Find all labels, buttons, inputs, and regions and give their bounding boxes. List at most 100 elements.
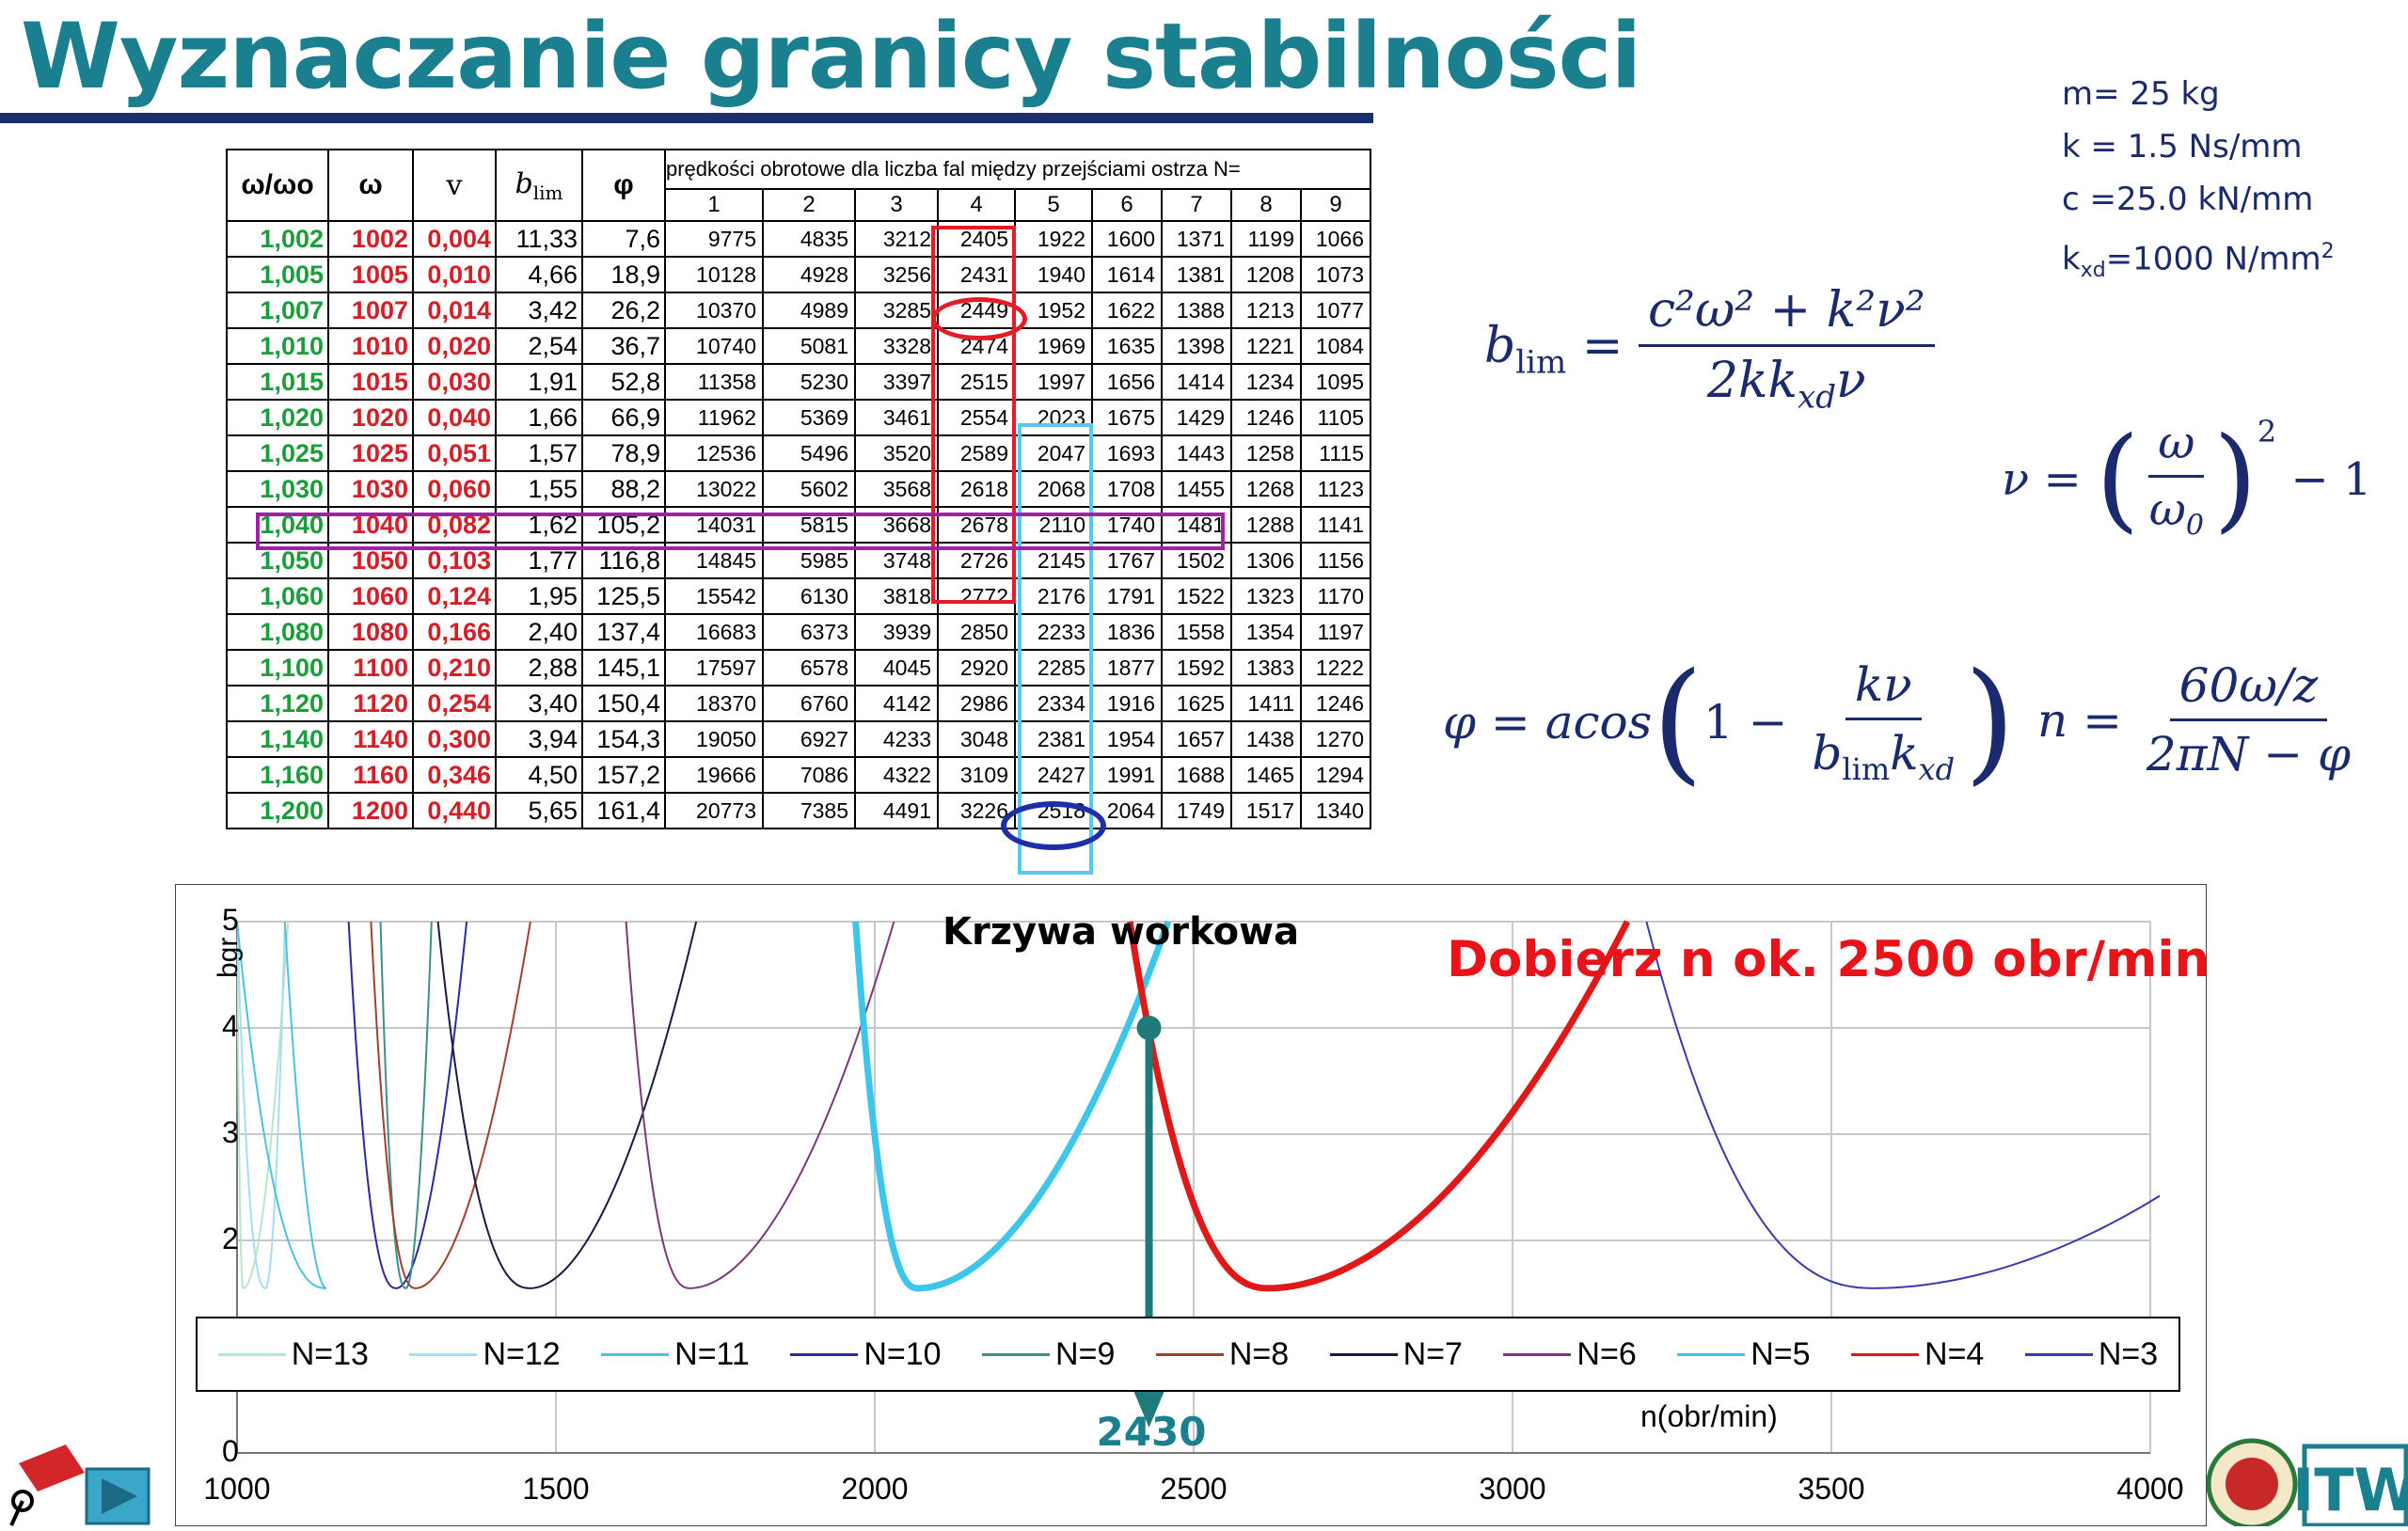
series-line-n9 xyxy=(379,921,433,1289)
speed-cell: 1877 xyxy=(1091,649,1163,687)
speed-cell: 15542 xyxy=(664,577,764,615)
speed-cell: 1354 xyxy=(1230,613,1302,651)
formula-phi: φ = acos ( 1 − kν blimkxd ) xyxy=(1443,645,2016,798)
table-row: 1,200 1200 0,440 5,65 161,4 20773 7385 4491 3226… xyxy=(226,792,1371,829)
header-blim: blim xyxy=(495,149,583,222)
speed-cell: 1141 xyxy=(1300,506,1371,544)
speed-cell: 2850 xyxy=(937,613,1016,651)
table-cell: 1,95 xyxy=(495,577,583,615)
table-cell: 7,6 xyxy=(581,220,666,258)
legend-label: N=13 xyxy=(291,1335,369,1372)
series-line-n11 xyxy=(237,921,327,1289)
speed-cell: 2554 xyxy=(937,399,1016,436)
series-line-n12 xyxy=(237,921,286,1289)
table-cell: 1140 xyxy=(327,720,414,758)
speed-cell: 1438 xyxy=(1230,720,1302,758)
speed-cell: 1258 xyxy=(1230,434,1302,472)
speed-cell: 1234 xyxy=(1230,363,1302,401)
table-cell: 1,91 xyxy=(495,363,583,401)
speed-cell: 7385 xyxy=(762,792,856,829)
table-cell: 1,005 xyxy=(226,256,329,293)
table-cell: 1080 xyxy=(327,613,414,651)
speed-cell: 2618 xyxy=(937,470,1016,508)
speed-cell: 6760 xyxy=(762,685,856,722)
table-cell: 0,020 xyxy=(412,327,497,365)
speed-cell: 1791 xyxy=(1091,577,1163,615)
param-stiffness: c =25.0 kN/mm xyxy=(2062,181,2314,218)
header-n-3: 3 xyxy=(854,188,939,222)
table-cell: 1,100 xyxy=(226,649,329,687)
table-cell: 154,3 xyxy=(581,720,666,758)
table-row: 1,010 1010 0,020 2,54 36,7 10740 5081 3328 2474 1… xyxy=(226,327,1371,365)
table-cell: 2,54 xyxy=(495,327,583,365)
speed-cell: 5496 xyxy=(762,434,856,472)
series-line-n8 xyxy=(370,921,531,1289)
table-cell: 0,082 xyxy=(412,506,497,544)
table-cell: 2,40 xyxy=(495,613,583,651)
table-cell: 157,2 xyxy=(581,756,666,794)
table-row: 1,050 1050 0,103 1,77 116,8 14845 5985 3748 2726… xyxy=(226,542,1371,579)
speed-cell: 1558 xyxy=(1161,613,1232,651)
speed-cell: 1095 xyxy=(1300,363,1371,401)
speed-cell: 2515 xyxy=(937,363,1016,401)
table-row: 1,005 1005 0,010 4,66 18,9 10128 4928 3256 2431 1… xyxy=(226,256,1371,293)
formula-n: n = 60ω/z 2πN − φ xyxy=(2037,658,2352,781)
x-axis-label: n(obr/min) xyxy=(1640,1399,1778,1433)
speed-cell: 10370 xyxy=(664,292,764,329)
table-cell: 78,9 xyxy=(581,434,666,472)
legend-label: N=5 xyxy=(1751,1335,1811,1372)
speed-cell: 1077 xyxy=(1300,292,1371,329)
legend-item: N=13 xyxy=(217,1335,369,1373)
table-cell: 1020 xyxy=(327,399,414,436)
speed-cell: 1749 xyxy=(1161,792,1232,829)
speed-cell: 1991 xyxy=(1091,756,1163,794)
speed-cell: 1916 xyxy=(1091,685,1163,722)
table-row: 1,120 1120 0,254 3,40 150,4 18370 6760 4142 2986… xyxy=(226,685,1371,722)
y-tick-label: 3 xyxy=(222,1115,239,1149)
speed-cell: 2023 xyxy=(1014,399,1093,436)
speed-cell: 1323 xyxy=(1230,577,1302,615)
table-row: 1,080 1080 0,166 2,40 137,4 16683 6373 3939 2850… xyxy=(226,613,1371,651)
speed-cell: 18370 xyxy=(664,685,764,722)
table-cell: 36,7 xyxy=(581,327,666,365)
table-cell: 4,50 xyxy=(495,756,583,794)
legend-item: N=10 xyxy=(790,1335,942,1373)
series-line-n7 xyxy=(436,921,698,1289)
legend-swatch xyxy=(790,1352,859,1356)
table-cell: 1,030 xyxy=(226,470,329,508)
speed-cell: 14031 xyxy=(664,506,764,544)
speed-cell: 4835 xyxy=(762,220,856,258)
speed-cell: 1836 xyxy=(1091,613,1163,651)
speed-cell: 1115 xyxy=(1300,434,1371,472)
table-cell: 1100 xyxy=(327,649,414,687)
speed-cell: 3048 xyxy=(937,720,1016,758)
speed-cell: 16683 xyxy=(664,613,764,651)
speed-cell: 1656 xyxy=(1091,363,1163,401)
table-cell: 1,080 xyxy=(226,613,329,651)
speed-cell: 10128 xyxy=(664,256,764,293)
stability-table: ω/ωo ω v blim φ prędkości obrotowe dla l… xyxy=(226,149,1371,829)
speed-cell: 1465 xyxy=(1230,756,1302,794)
speed-cell: 3939 xyxy=(854,613,939,651)
speed-cell: 1414 xyxy=(1161,363,1232,401)
legend-label: N=8 xyxy=(1228,1335,1290,1372)
table-cell: 0,040 xyxy=(412,399,497,436)
legend-label: N=10 xyxy=(863,1335,942,1372)
page-title: Wyznaczanie granicy stabilności xyxy=(21,4,1641,109)
speed-cell: 3256 xyxy=(854,256,939,293)
table-cell: 0,440 xyxy=(412,792,497,829)
table-cell: 1060 xyxy=(327,577,414,615)
speed-cell: 1221 xyxy=(1230,327,1302,365)
table-cell: 1120 xyxy=(327,685,414,722)
speed-cell: 4233 xyxy=(854,720,939,758)
table-cell: 1002 xyxy=(327,220,414,258)
legend-swatch xyxy=(1677,1352,1746,1356)
speed-cell: 1693 xyxy=(1091,434,1163,472)
speed-cell: 5369 xyxy=(762,399,856,436)
speed-cell: 1675 xyxy=(1091,399,1163,436)
table-cell: 1,140 xyxy=(226,720,329,758)
speed-cell: 7086 xyxy=(762,756,856,794)
legend-swatch xyxy=(1329,1352,1398,1356)
speed-cell: 1954 xyxy=(1091,720,1163,758)
series-line-n4 xyxy=(1126,920,1631,1292)
